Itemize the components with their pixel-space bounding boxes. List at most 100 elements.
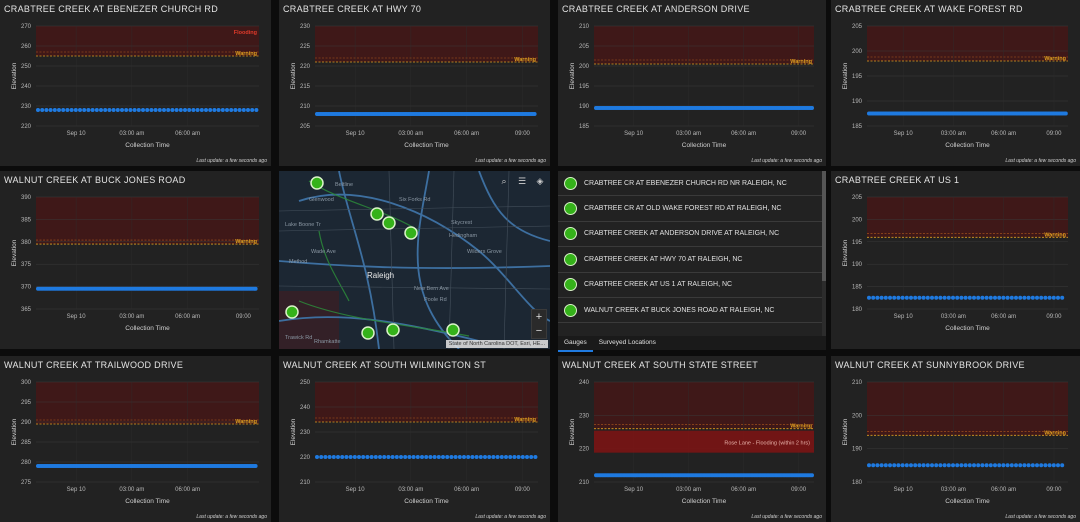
last-update-text: Last update: a few seconds ago bbox=[196, 158, 267, 164]
data-point bbox=[879, 463, 884, 468]
elevation-chart: 230 225 220 215 210 205 Sep 10 03:00 am 06:00 am… bbox=[290, 24, 538, 149]
data-point bbox=[187, 108, 192, 112]
map-attribution: State of North Carolina DOT, Esri, HE... bbox=[445, 340, 548, 348]
list-item[interactable]: WALNUT CREEK AT BUCK JONES ROAD AT RALEI… bbox=[558, 298, 826, 324]
data-point bbox=[103, 108, 108, 112]
gauge-marker[interactable] bbox=[361, 326, 375, 340]
data-point bbox=[980, 295, 985, 300]
data-point bbox=[1047, 463, 1052, 468]
gauge-marker[interactable] bbox=[285, 305, 299, 319]
data-point bbox=[1047, 295, 1052, 300]
data-point bbox=[483, 455, 487, 459]
gauge-marker[interactable] bbox=[382, 216, 396, 230]
data-point bbox=[993, 295, 997, 300]
data-point bbox=[976, 295, 981, 300]
data-point bbox=[495, 455, 500, 459]
gauge-marker[interactable] bbox=[446, 323, 460, 337]
flooding-label: Flooding bbox=[234, 30, 257, 36]
flood-zone bbox=[36, 26, 259, 56]
data-point bbox=[82, 108, 87, 112]
data-point bbox=[900, 295, 905, 300]
y-tick-label: 375 bbox=[21, 262, 32, 268]
y-tick-label: 205 bbox=[852, 195, 863, 201]
list-item[interactable]: CRABTREE CREEK AT ANDERSON DRIVE AT RALE… bbox=[558, 222, 826, 248]
y-tick-label: 280 bbox=[21, 460, 32, 466]
data-point bbox=[1035, 295, 1039, 300]
data-point bbox=[1014, 295, 1018, 300]
gauge-map[interactable]: Beltline Wade Ave Six Forks Rd Skycrest … bbox=[279, 171, 550, 349]
data-point bbox=[997, 463, 1002, 468]
data-point bbox=[69, 108, 74, 112]
list-icon[interactable]: ☰ bbox=[517, 176, 527, 186]
data-point bbox=[466, 455, 471, 459]
data-point bbox=[934, 295, 939, 300]
data-point bbox=[327, 455, 332, 459]
data-point bbox=[1060, 463, 1065, 468]
y-tick-label: 195 bbox=[852, 74, 863, 80]
y-axis-label: Elevation bbox=[290, 62, 297, 89]
zoom-out-button[interactable]: − bbox=[535, 325, 543, 337]
data-point bbox=[462, 455, 466, 459]
data-point bbox=[1035, 463, 1039, 468]
chart-title: WALNUT CREEK AT BUCK JONES ROAD bbox=[4, 175, 186, 185]
flood-zone bbox=[867, 197, 1068, 238]
list-item[interactable]: CRABTREE CREEK AT HWY 70 AT RALEIGH, NC bbox=[558, 247, 826, 273]
data-point bbox=[942, 295, 947, 300]
last-update-text: Last update: a few seconds ago bbox=[751, 514, 822, 520]
data-point bbox=[115, 108, 120, 112]
flood-zone bbox=[594, 26, 814, 64]
x-axis-label: Collection Time bbox=[682, 498, 727, 505]
y-tick-label: 275 bbox=[21, 480, 32, 486]
data-point bbox=[453, 455, 458, 459]
gauge-status-icon bbox=[564, 176, 577, 190]
elevation-chart: 210 205 200 195 190 185 Sep 10 03:00 am 06:00 am… bbox=[569, 24, 814, 149]
gauge-name: CRABTREE CREEK AT HWY 70 AT RALEIGH, NC bbox=[584, 255, 743, 263]
data-point bbox=[237, 108, 242, 112]
y-tick-label: 220 bbox=[300, 64, 311, 70]
scrollbar-thumb[interactable] bbox=[822, 171, 826, 281]
map-canvas[interactable]: Beltline Wade Ave Six Forks Rd Skycrest … bbox=[279, 171, 550, 349]
chart-title: WALNUT CREEK AT TRAILWOOD DRIVE bbox=[4, 360, 184, 370]
data-point bbox=[191, 108, 196, 112]
list-item[interactable]: CRABTREE CREEK AT US 1 AT RALEIGH, NC bbox=[558, 273, 826, 298]
data-point bbox=[963, 295, 968, 300]
data-point bbox=[883, 463, 888, 468]
elevation-chart: 390 385 380 375 370 365 Sep 10 03:00 am 06:00 am… bbox=[11, 195, 259, 332]
layers-icon[interactable]: ◈ bbox=[536, 176, 544, 186]
elevation-chart: 205 200 195 190 185 180 Sep 10 03:00 am 06:00 am… bbox=[842, 195, 1068, 332]
data-point bbox=[984, 295, 989, 300]
y-tick-label: 290 bbox=[21, 420, 32, 426]
zoom-in-button[interactable]: + bbox=[535, 311, 543, 323]
tab-surveyed-locations[interactable]: Surveyed Locations bbox=[598, 339, 656, 346]
data-point bbox=[225, 108, 229, 112]
gauge-markers bbox=[285, 176, 460, 340]
data-point bbox=[959, 463, 964, 468]
x-tick-label: 09:00 bbox=[1046, 487, 1062, 493]
search-icon[interactable]: ⌕ bbox=[501, 176, 507, 186]
y-tick-label: 230 bbox=[579, 413, 590, 419]
data-point bbox=[90, 108, 95, 112]
gauge-marker[interactable] bbox=[310, 176, 324, 190]
data-point bbox=[315, 455, 319, 459]
map-street bbox=[279, 205, 550, 212]
tab-gauges[interactable]: Gauges bbox=[558, 336, 593, 352]
data-point bbox=[1030, 295, 1035, 300]
data-point bbox=[946, 295, 951, 300]
map-label: Method bbox=[289, 259, 307, 265]
gauge-marker[interactable] bbox=[404, 226, 418, 240]
list-scrollbar[interactable] bbox=[822, 171, 826, 336]
flood-zone bbox=[594, 382, 814, 429]
data-point bbox=[879, 295, 884, 300]
data-point bbox=[883, 295, 888, 300]
data-point bbox=[369, 455, 374, 459]
gauge-marker[interactable] bbox=[386, 323, 400, 337]
gauge-marker[interactable] bbox=[370, 207, 384, 221]
x-tick-label: 03:00 am bbox=[941, 314, 966, 320]
data-point bbox=[52, 108, 57, 112]
chart-panel-hwy70: 230 225 220 215 210 205 Sep 10 03:00 am 06:00 am… bbox=[279, 0, 550, 166]
data-point bbox=[917, 463, 922, 468]
x-tick-label: 09:00 bbox=[791, 487, 807, 493]
data-point bbox=[340, 455, 345, 459]
list-item[interactable]: CRABTREE CR AT OLD WAKE FOREST RD AT RAL… bbox=[558, 196, 826, 222]
list-item[interactable]: CRABTREE CR AT EBENEZER CHURCH RD NR RAL… bbox=[558, 171, 826, 197]
